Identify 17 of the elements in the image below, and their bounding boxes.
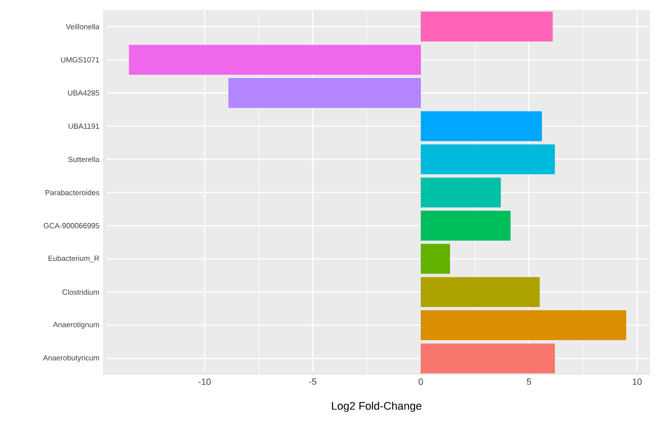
bar [420,343,555,374]
bar [420,244,450,274]
bar [420,111,542,142]
bar [420,178,501,208]
bar [128,44,421,75]
x-tick-label: -5 [309,378,316,385]
x-tick-label: 5 [526,378,532,385]
bar [420,210,511,241]
bar [228,78,421,108]
bar [420,144,555,174]
x-tick-label: 0 [418,378,423,385]
x-tick-label: -10 [198,378,211,385]
bar [420,277,540,307]
x-axis-title: Log2 Fold-Change [332,402,422,412]
x-tick-label: 10 [632,378,642,385]
bar [420,310,626,340]
bar [420,12,553,42]
